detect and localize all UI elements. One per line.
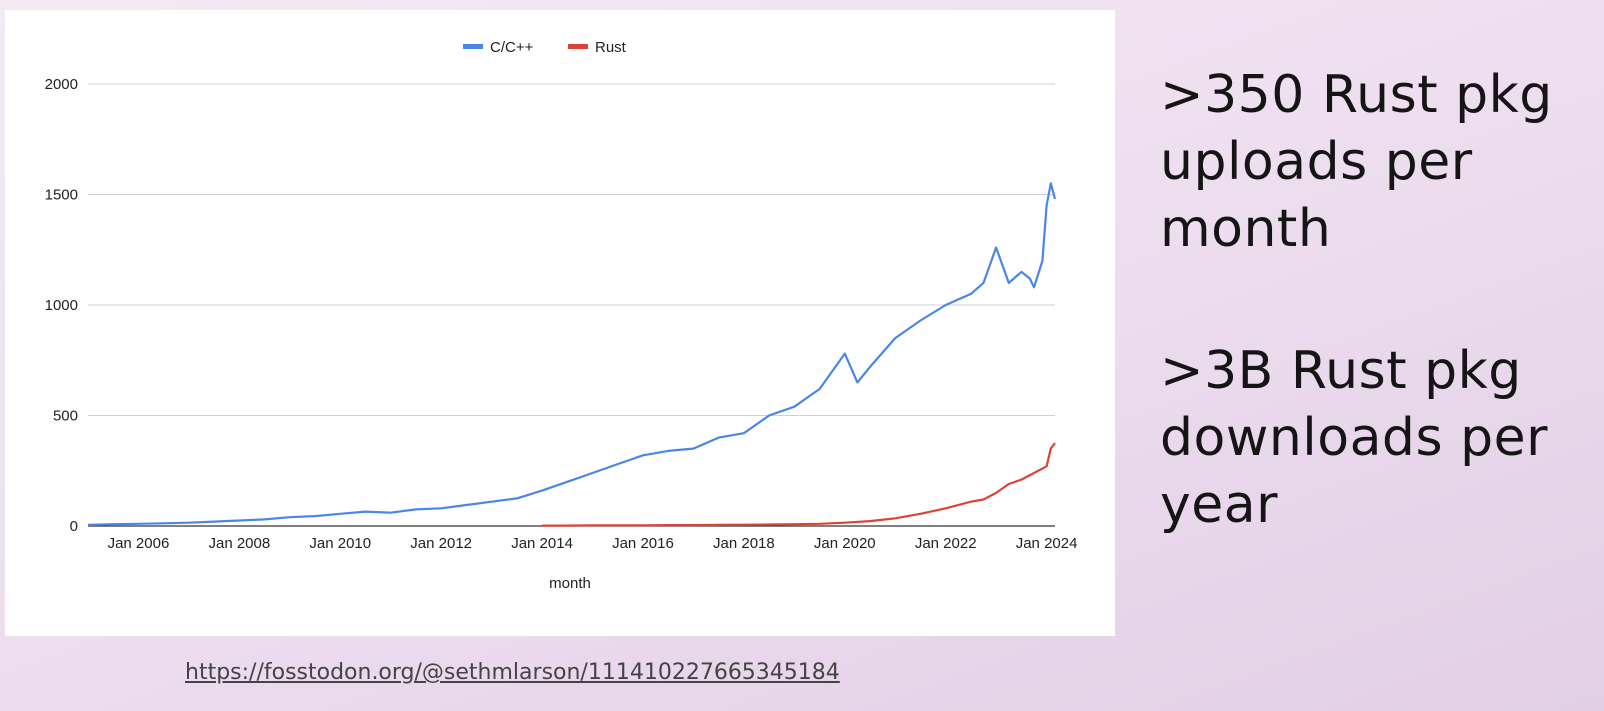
series-line-rust [542,442,1056,527]
legend: C/C++ Rust [463,39,627,56]
x-tick-label: Jan 2006 [108,535,170,552]
series-lines [87,182,1057,527]
x-tick-label: Jan 2020 [814,535,876,552]
y-tick-label: 1500 [45,187,78,204]
x-tick-label: Jan 2018 [713,535,775,552]
legend-label: Rust [595,39,627,56]
legend-swatch [463,44,483,49]
x-axis: Jan 2006 Jan 2008 Jan 2010 Jan 2012 Jan 2014… [108,535,1078,552]
x-tick-label: Jan 2022 [915,535,977,552]
downloads-statement: >3B Rust pkg downloads per year [1160,341,1548,535]
chart: 0 500 1000 1500 2000 Jan 2006 Jan 2008 Jan 201… [45,39,1078,592]
y-tick-label: 0 [70,518,78,535]
x-tick-label: Jan 2016 [612,535,674,552]
source-link[interactable]: https://fosstodon.org/@sethmlarson/11141… [185,660,840,685]
y-tick-label: 1000 [45,297,78,314]
gridlines [88,83,1055,527]
y-tick-label: 2000 [45,76,78,93]
x-tick-label: Jan 2012 [410,535,472,552]
x-tick-label: Jan 2014 [511,535,573,552]
x-tick-label: Jan 2008 [208,535,270,552]
x-tick-label: Jan 2010 [309,535,371,552]
x-axis-label: month [549,575,591,592]
y-axis: 0 500 1000 1500 2000 [45,76,78,535]
legend-swatch [568,44,588,49]
chart-panel: 0 500 1000 1500 2000 Jan 2006 Jan 2008 Jan 201… [5,10,1115,636]
y-tick-label: 500 [53,408,78,425]
uploads-statement: >350 Rust pkg uploads per month [1160,65,1553,259]
x-tick-label: Jan 2024 [1016,535,1078,552]
series-line-c-c- [87,182,1057,526]
legend-label: C/C++ [490,39,534,56]
